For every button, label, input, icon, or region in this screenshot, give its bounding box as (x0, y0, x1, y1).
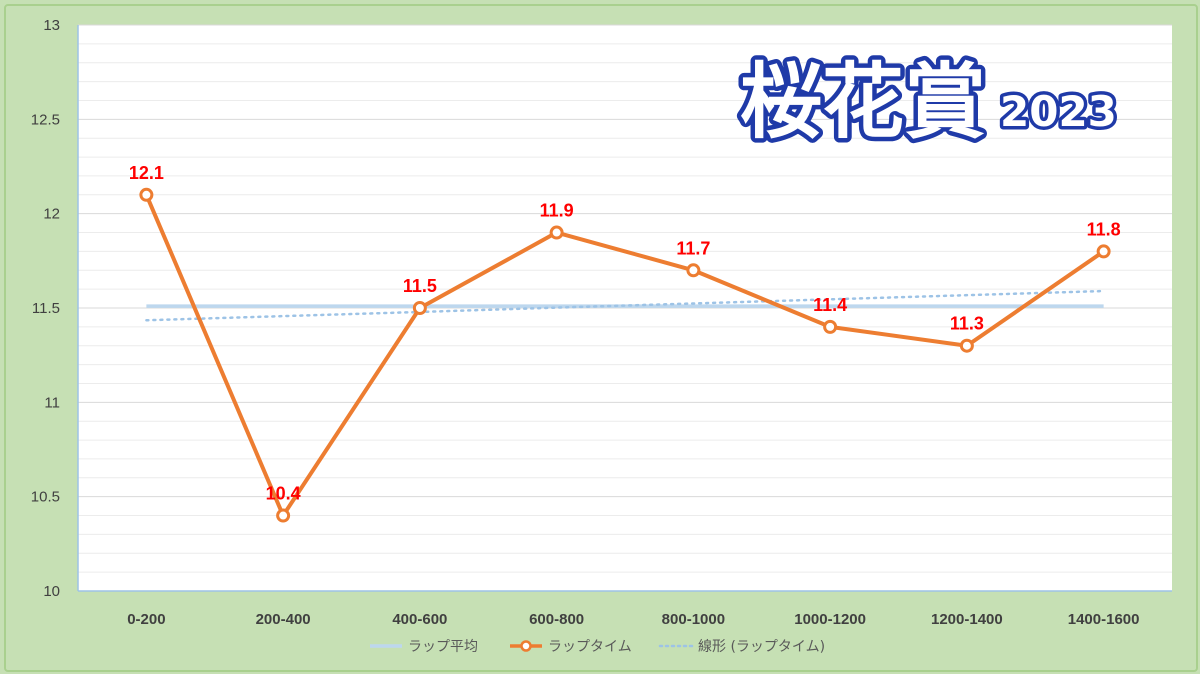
data-point (823, 319, 838, 334)
legend-item: ラップタイム (510, 639, 632, 655)
data-label: 11.8 (1087, 219, 1121, 239)
x-tick-label: 1200-1400 (931, 611, 1003, 628)
x-tick-label: 1000-1200 (794, 611, 866, 628)
data-point (139, 187, 154, 202)
legend-item: 線形 (ラップタイム) (658, 639, 825, 655)
x-axis-ticks: 0-200 200-400 400-600 600-800 800-1000 1000-1… (127, 611, 1139, 628)
y-axis-ticks: 10 10.5 11 11.5 12 12.5 13 (31, 17, 60, 600)
x-tick-label: 1400-1600 (1068, 611, 1140, 628)
data-point (1096, 244, 1111, 259)
x-tick-label: 400-600 (392, 611, 447, 628)
data-label: 10.4 (266, 484, 301, 504)
y-tick-label: 10 (43, 583, 60, 600)
data-label: 11.3 (950, 314, 984, 334)
y-tick-label: 12.5 (31, 111, 60, 128)
series-line-trend (145, 289, 1105, 322)
data-label: 12.1 (129, 163, 164, 183)
title-main: 桜花賞 (740, 55, 986, 150)
series-line-lap (144, 194, 1105, 518)
legend-label: ラップタイム (548, 639, 632, 655)
grid-lines (77, 24, 1172, 592)
legend-marker (520, 640, 532, 652)
data-label: 11.5 (403, 276, 437, 296)
data-point (412, 301, 427, 315)
x-tick-label: 800-1000 (662, 611, 725, 628)
data-label: 11.4 (813, 295, 847, 315)
legend: ラップ平均 ラップタイム 線形 (ラップタイム) (370, 639, 825, 655)
chart-title: 桜花賞 2023 (736, 51, 1121, 155)
y-tick-label: 12 (43, 206, 60, 223)
y-tick-label: 13 (43, 17, 60, 34)
legend-item: ラップ平均 (370, 639, 478, 655)
data-label: 11.7 (676, 238, 710, 258)
title-year: 2023 (1000, 87, 1117, 136)
data-point (959, 338, 974, 353)
y-tick-label: 11.5 (32, 300, 60, 317)
series-group (139, 187, 1111, 523)
x-tick-label: 600-800 (529, 611, 584, 628)
legend-label: 線形 (ラップタイム) (698, 639, 825, 655)
x-tick-label: 0-200 (127, 611, 165, 628)
y-tick-label: 11 (44, 394, 60, 411)
data-labels: 12.1 10.4 11.5 11.9 11.7 11.4 11.3 11.8 (129, 163, 1121, 504)
data-point (686, 263, 701, 278)
data-point (276, 508, 291, 523)
y-tick-label: 10.5 (31, 489, 60, 506)
legend-label: ラップ平均 (408, 639, 478, 655)
x-tick-label: 200-400 (256, 611, 311, 628)
data-point (549, 225, 564, 240)
data-label: 11.9 (540, 201, 574, 221)
